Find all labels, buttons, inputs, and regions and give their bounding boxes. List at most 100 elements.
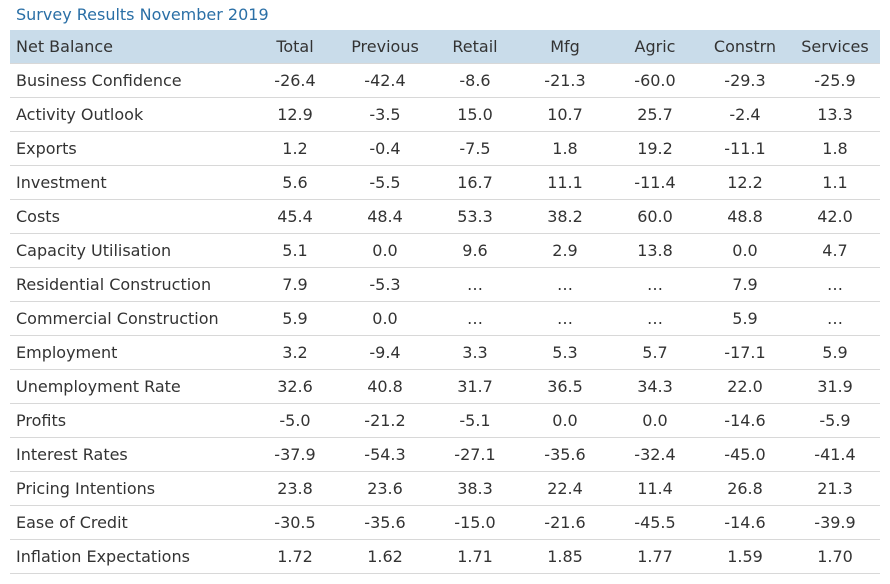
cell: 10.7 [520, 97, 610, 132]
cell: 23.6 [340, 471, 430, 506]
table-row: Investment 5.6 -5.5 16.7 11.1 -11.4 12.2 1.1 [10, 165, 880, 200]
cell: 7.9 [250, 267, 340, 302]
cell: -32.4 [610, 437, 700, 472]
cell: 3.3 [430, 335, 520, 370]
header-cell: Mfg [520, 30, 610, 64]
header-cell: Constrn [700, 30, 790, 64]
cell: 5.3 [520, 335, 610, 370]
cell: -14.6 [700, 505, 790, 540]
cell: 34.3 [610, 369, 700, 404]
table-row: Commercial Construction 5.9 0.0……… 5.9… [10, 301, 880, 336]
cell: 5.9 [250, 301, 340, 336]
cell: 32.6 [250, 369, 340, 404]
cell: -26.4 [250, 63, 340, 98]
cell: -0.4 [340, 131, 430, 166]
table-row: Costs 45.4 48.4 53.3 38.2 60.0 48.8 42.0 [10, 199, 880, 234]
cell: 7.9 [700, 267, 790, 302]
cell: 5.7 [610, 335, 700, 370]
cell: -5.5 [340, 165, 430, 200]
row-label: Inflation Expectations [10, 539, 250, 574]
cell: 12.9 [250, 97, 340, 132]
table-row: Pricing Intentions 23.8 23.6 38.3 22.4 11.4 26… [10, 471, 880, 506]
cell: 5.9 [700, 301, 790, 336]
cell: -42.4 [340, 63, 430, 98]
cell: -21.2 [340, 403, 430, 438]
cell: -5.9 [790, 403, 880, 438]
header-row: Net Balance Total Previous Retail Mfg Agric Co… [10, 30, 880, 64]
cell: 0.0 [340, 301, 430, 336]
cell: -9.4 [340, 335, 430, 370]
cell: -2.4 [700, 97, 790, 132]
row-label: Capacity Utilisation [10, 233, 250, 268]
cell: -35.6 [520, 437, 610, 472]
cell: 23.8 [250, 471, 340, 506]
row-label: Ease of Credit [10, 505, 250, 540]
cell: 5.1 [250, 233, 340, 268]
cell: … [610, 301, 700, 336]
header-cell: Agric [610, 30, 700, 64]
cell: -14.6 [700, 403, 790, 438]
cell: 11.1 [520, 165, 610, 200]
cell: 1.77 [610, 539, 700, 574]
row-label: Business Confidence [10, 63, 250, 98]
table-row: Ease of Credit -30.5 -35.6 -15.0 -21.6 -45.5-… [10, 505, 880, 540]
cell: -17.1 [700, 335, 790, 370]
header-cell: Retail [430, 30, 520, 64]
cell: 60.0 [610, 199, 700, 234]
row-label: Unemployment Rate [10, 369, 250, 404]
cell: 25.7 [610, 97, 700, 132]
table-row: Unemployment Rate 32.6 40.8 31.7 36.5 34.3 22.… [10, 369, 880, 404]
cell: 1.85 [520, 539, 610, 574]
cell: 42.0 [790, 199, 880, 234]
cell: 0.0 [520, 403, 610, 438]
row-label: Investment [10, 165, 250, 200]
cell: … [520, 267, 610, 302]
row-label: Employment [10, 335, 250, 370]
cell: 15.0 [430, 97, 520, 132]
cell: -5.1 [430, 403, 520, 438]
cell: -60.0 [610, 63, 700, 98]
cell: 0.0 [340, 233, 430, 268]
cell: -5.3 [340, 267, 430, 302]
cell: 1.72 [250, 539, 340, 574]
table-row: Capacity Utilisation 5.1 0.0 9.6 2.9 13.8 0.0 4… [10, 233, 880, 268]
cell: 0.0 [700, 233, 790, 268]
cell: 1.71 [430, 539, 520, 574]
table-row: Business Confidence -26.4 -42.4 -8.6 -21.3 -6… [10, 63, 880, 98]
cell: -8.6 [430, 63, 520, 98]
cell: 13.8 [610, 233, 700, 268]
cell: 22.0 [700, 369, 790, 404]
cell: 48.8 [700, 199, 790, 234]
table-row: Profits -5.0 -21.2 -5.1 0.0 0.0 -14.6 -5.9 [10, 403, 880, 438]
cell: -37.9 [250, 437, 340, 472]
cell: 12.2 [700, 165, 790, 200]
cell: … [790, 267, 880, 302]
cell: 13.3 [790, 97, 880, 132]
cell: … [790, 301, 880, 336]
cell: … [430, 301, 520, 336]
cell: -21.3 [520, 63, 610, 98]
cell: -35.6 [340, 505, 430, 540]
table-row: Employment 3.2 -9.4 3.3 5.3 5.7 -17.1 5.9 [10, 335, 880, 370]
header-cell: Previous [340, 30, 430, 64]
cell: -45.5 [610, 505, 700, 540]
cell: 22.4 [520, 471, 610, 506]
cell: -11.1 [700, 131, 790, 166]
header-cell: Services [790, 30, 880, 64]
header-cell: Total [250, 30, 340, 64]
cell: 1.8 [790, 131, 880, 166]
cell: 45.4 [250, 199, 340, 234]
row-label: Interest Rates [10, 437, 250, 472]
table-row: Residential Construction 7.9 -5.3……… 7.9… [10, 267, 880, 302]
table-row: Interest Rates -37.9 -54.3 -27.1 -35.6 -32.4-… [10, 437, 880, 472]
cell: 5.9 [790, 335, 880, 370]
row-label: Residential Construction [10, 267, 250, 302]
cell: -25.9 [790, 63, 880, 98]
row-label: Profits [10, 403, 250, 438]
cell: -11.4 [610, 165, 700, 200]
cell: -5.0 [250, 403, 340, 438]
cell: 0.0 [610, 403, 700, 438]
cell: 1.62 [340, 539, 430, 574]
cell: 11.4 [610, 471, 700, 506]
